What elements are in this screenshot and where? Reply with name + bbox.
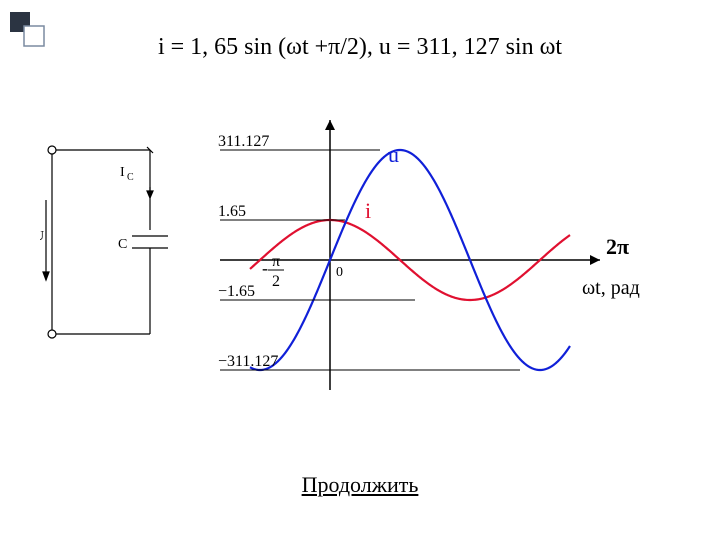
circuit-diagram: U I C C xyxy=(40,140,190,350)
circuit-c-label: C xyxy=(118,237,127,252)
page-title: i = 1, 65 sin (ωt +π/2), u = 311, 127 si… xyxy=(0,34,720,61)
svg-text:0: 0 xyxy=(336,265,343,280)
svg-text:π: π xyxy=(272,253,280,270)
svg-text:i: i xyxy=(365,198,371,223)
svg-text:ωt, рад: ωt, рад xyxy=(582,277,640,299)
svg-text:1.65: 1.65 xyxy=(218,203,246,220)
svg-text:u: u xyxy=(388,142,399,167)
circuit-ic-label: I xyxy=(120,165,125,180)
circuit-u-label: U xyxy=(40,229,44,244)
svg-text:2: 2 xyxy=(272,273,280,290)
svg-text:−1.65: −1.65 xyxy=(218,283,255,300)
circuit-ic-sub: C xyxy=(127,172,134,183)
sine-chart: 311.127 1.65 −1.65 −311.127 u i 0 -π 2 2π ωt, рад xyxy=(200,100,680,420)
svg-text:−311.127: −311.127 xyxy=(218,353,278,370)
svg-text:-: - xyxy=(262,258,268,278)
svg-text:2π: 2π xyxy=(606,234,629,259)
continue-link[interactable]: Продолжить xyxy=(0,472,720,498)
svg-text:311.127: 311.127 xyxy=(218,133,269,150)
